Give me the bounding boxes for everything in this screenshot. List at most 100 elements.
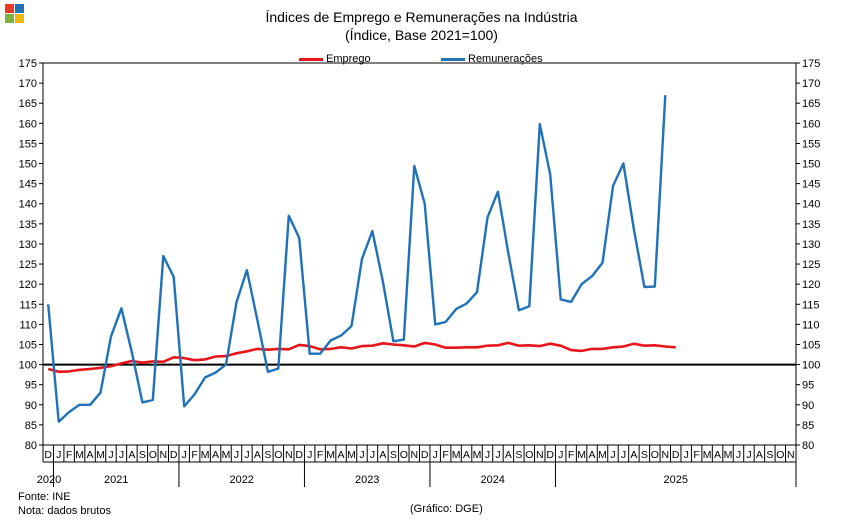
x-month-label: A (212, 449, 219, 461)
series-line-emprego (47, 341, 676, 374)
y-tick-label-left: 130 (19, 239, 37, 251)
y-tick-label-right: 140 (802, 199, 820, 211)
x-month-label: J (433, 449, 438, 461)
y-tick-label-right: 110 (802, 319, 820, 331)
y-tick-label-left: 170 (19, 78, 37, 90)
y-tick-label-left: 110 (19, 319, 37, 331)
x-month-label: O (651, 449, 659, 461)
x-month-label: A (756, 449, 763, 461)
y-tick-label-right: 120 (802, 279, 820, 291)
x-month-label: J (182, 449, 187, 461)
legend-item-remuneracoes: Remunerações (441, 53, 543, 65)
x-month-label: J (684, 449, 689, 461)
x-month-label: J (244, 449, 249, 461)
y-tick-label-right: 125 (802, 259, 820, 271)
y-tick-label-left: 135 (19, 219, 37, 231)
data-note: Nota: dados brutos (18, 505, 111, 517)
y-tick-label-left: 95 (25, 380, 37, 392)
x-month-label: F (442, 449, 448, 461)
x-month-label: D (672, 449, 680, 461)
x-month-label: S (139, 449, 146, 461)
y-tick-label-right: 105 (802, 339, 820, 351)
x-month-label: J (119, 449, 124, 461)
x-month-label: J (234, 449, 239, 461)
x-year-label: 2022 (229, 474, 253, 486)
x-month-label: S (390, 449, 397, 461)
x-month-label: O (525, 449, 533, 461)
x-month-label: J (370, 449, 375, 461)
x-month-label: A (87, 449, 94, 461)
x-month-label: O (274, 449, 282, 461)
x-month-label: A (338, 449, 345, 461)
x-month-label: N (787, 449, 795, 461)
y-tick-label-right: 145 (802, 179, 820, 191)
x-month-label: M (326, 449, 335, 461)
x-month-label: F (317, 449, 323, 461)
credit-note: (Gráfico: DGE) (410, 503, 483, 515)
y-tick-label-left: 175 (19, 58, 37, 70)
x-month-label: F (191, 449, 197, 461)
x-month-label: J (485, 449, 490, 461)
series-line-remuneracoes (47, 95, 667, 423)
x-month-label: M (452, 449, 461, 461)
x-month-label: M (703, 449, 712, 461)
y-tick-label-right: 80 (802, 440, 814, 452)
x-month-label: A (589, 449, 596, 461)
y-tick-label-left: 105 (19, 339, 37, 351)
x-month-label: J (56, 449, 61, 461)
y-tick-label-left: 80 (25, 440, 37, 452)
x-month-label: J (746, 449, 751, 461)
x-month-label: M (96, 449, 105, 461)
plot-frame (42, 62, 797, 446)
x-month-label: N (159, 449, 167, 461)
legend-item-emprego: Emprego (299, 53, 371, 65)
x-month-label: J (610, 449, 615, 461)
y-tick-label-right: 90 (802, 400, 814, 412)
y-tick-label-left: 85 (25, 420, 37, 432)
y-tick-label-right: 170 (802, 78, 820, 90)
x-month-label: J (359, 449, 364, 461)
y-tick-label-left: 120 (19, 279, 37, 291)
x-month-label: M (347, 449, 356, 461)
y-tick-label-left: 165 (19, 98, 37, 110)
x-month-label: S (515, 449, 522, 461)
y-tick-label-right: 160 (802, 118, 820, 130)
x-month-label: J (108, 449, 113, 461)
x-month-label: A (714, 449, 721, 461)
y-tick-label-left: 155 (19, 138, 37, 150)
legend-label-emprego: Emprego (326, 53, 371, 65)
x-month-label: S (264, 449, 271, 461)
y-tick-label-right: 115 (802, 299, 820, 311)
x-year-label: 2025 (663, 474, 687, 486)
x-month-label: N (285, 449, 293, 461)
x-year-label: 2020 (37, 474, 61, 486)
x-month-label: A (128, 449, 135, 461)
chart-title: Índices de Emprego e Remunerações na Ind… (265, 9, 578, 25)
y-tick-label-left: 90 (25, 400, 37, 412)
y-tick-label-left: 115 (19, 299, 37, 311)
source-note: Fonte: INE (18, 491, 71, 503)
x-month-label: A (379, 449, 386, 461)
x-month-label: D (295, 449, 303, 461)
legend-swatch-emprego (299, 57, 323, 61)
x-month-label: M (473, 449, 482, 461)
x-month-label: N (661, 449, 669, 461)
x-month-label: M (577, 449, 586, 461)
y-tick-label-left: 145 (19, 179, 37, 191)
x-month-label: J (495, 449, 500, 461)
x-month-label: A (630, 449, 637, 461)
x-month-label: M (222, 449, 231, 461)
x-month-label: J (558, 449, 563, 461)
x-month-label: D (421, 449, 429, 461)
x-month-label: O (776, 449, 784, 461)
x-month-label: F (693, 449, 699, 461)
x-year-label: 2023 (355, 474, 379, 486)
y-tick-label-right: 95 (802, 380, 814, 392)
y-tick-label-right: 155 (802, 138, 820, 150)
x-month-label: F (568, 449, 574, 461)
x-month-label: O (400, 449, 408, 461)
x-month-label: M (724, 449, 733, 461)
y-tick-label-left: 160 (19, 118, 37, 130)
y-tick-label-right: 135 (802, 219, 820, 231)
